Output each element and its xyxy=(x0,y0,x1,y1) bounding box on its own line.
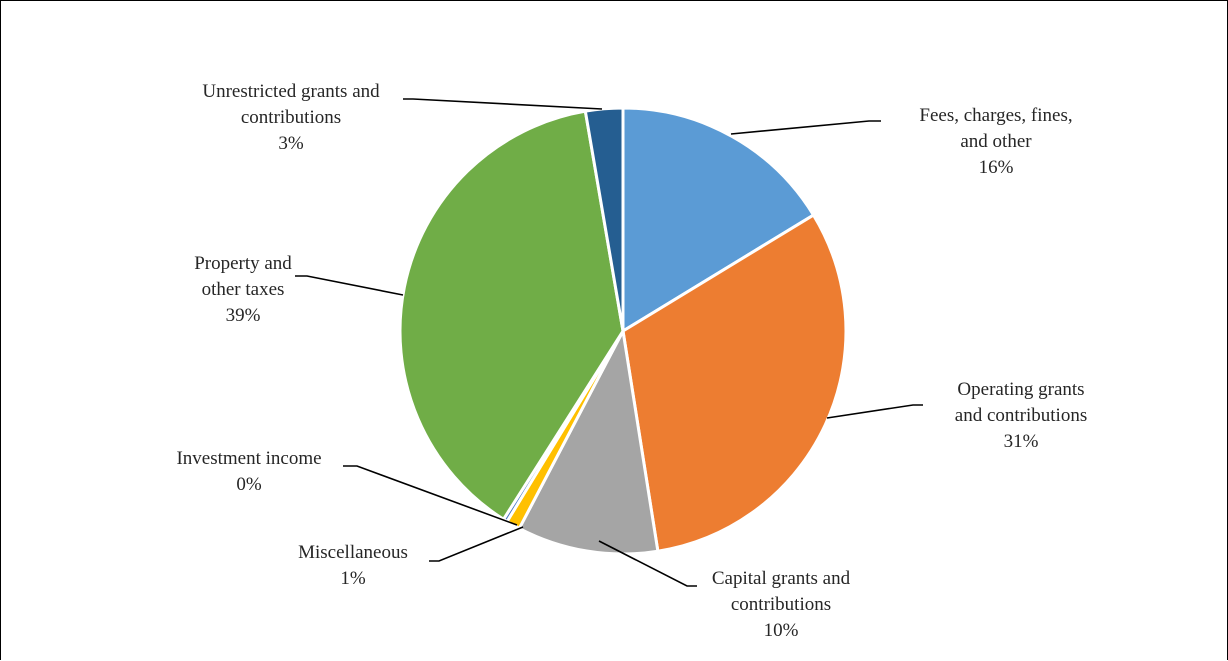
data-label-capital-grants-and-contributions: Capital grants and contributions 10% xyxy=(712,568,851,641)
data-label-unrestricted-grants-and-contributions: Unrestricted grants and contributions 3% xyxy=(202,81,380,154)
leader-lines xyxy=(295,98,923,587)
leader-line-fees-charges-fines-and-other xyxy=(730,120,881,135)
data-label-investment-income: Investment income 0% xyxy=(176,448,321,495)
data-label-line: Unrestricted grants and xyxy=(202,81,380,102)
pie-slice-property-and-other-taxes xyxy=(398,109,625,522)
pie-slices xyxy=(398,106,848,556)
data-label-line: contributions xyxy=(241,107,341,128)
data-label-percent: 16% xyxy=(979,157,1014,178)
data-label-percent: 1% xyxy=(340,568,366,589)
pie-slice-capital-grants-and-contributions xyxy=(517,326,660,556)
data-label-miscellaneous: Miscellaneous 1% xyxy=(298,542,408,589)
pie-slice-fees-charges-fines-and-other xyxy=(621,106,816,334)
pie-slice-unrestricted-grants-and-contributions xyxy=(583,106,625,332)
data-labels: Fees, charges, fines, and other 16% Operati… xyxy=(176,81,1087,641)
data-label-line: Fees, charges, fines, xyxy=(919,105,1072,126)
leader-line-miscellaneous xyxy=(429,526,524,562)
data-label-line: Investment income xyxy=(176,448,321,469)
pie-slice-operating-grants-and-contributions xyxy=(621,213,848,553)
data-label-percent: 39% xyxy=(226,305,261,326)
data-label-percent: 0% xyxy=(236,474,262,495)
data-label-line: Property and xyxy=(194,253,292,274)
data-label-line: contributions xyxy=(731,594,831,615)
data-label-line: Capital grants and xyxy=(712,568,851,589)
leader-line-investment-income xyxy=(343,465,518,526)
leader-line-operating-grants-and-contributions xyxy=(826,404,923,419)
data-label-percent: 10% xyxy=(764,620,799,641)
leader-line-unrestricted-grants-and-contributions xyxy=(403,98,603,110)
data-label-operating-grants-and-contributions: Operating grants and contributions 31% xyxy=(955,379,1087,452)
data-label-line: and contributions xyxy=(955,405,1087,426)
data-label-line: other taxes xyxy=(202,279,285,300)
data-label-line: and other xyxy=(960,131,1032,152)
data-label-fees-charges-fines-and-other: Fees, charges, fines, and other 16% xyxy=(919,105,1072,178)
data-label-line: Operating grants xyxy=(957,379,1084,400)
leader-line-capital-grants-and-contributions xyxy=(598,540,697,587)
data-label-property-and-other-taxes: Property and other taxes 39% xyxy=(194,253,292,326)
leader-line-property-and-other-taxes xyxy=(295,275,404,296)
data-label-percent: 31% xyxy=(1004,431,1039,452)
data-label-line: Miscellaneous xyxy=(298,542,408,563)
data-label-percent: 3% xyxy=(278,133,304,154)
